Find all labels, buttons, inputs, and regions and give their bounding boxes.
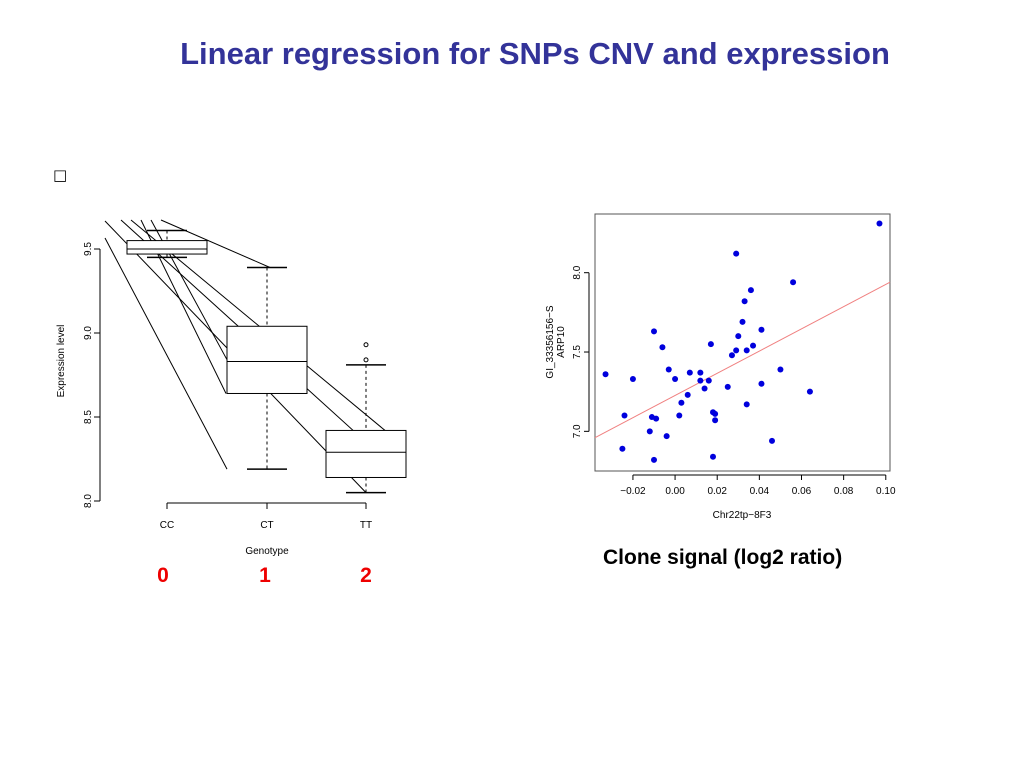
x-tick-label: 0.04 — [750, 486, 770, 497]
data-point — [686, 369, 693, 376]
boxplot-x-axis-label: Genotype — [245, 546, 289, 557]
x-tick-label: CC — [160, 520, 174, 531]
data-point — [602, 371, 609, 378]
y-tick-label: 7.5 — [572, 345, 583, 359]
data-point — [665, 366, 672, 373]
scatter-axes: −0.02 0.00 0.02 0.04 0.06 0.08 0.10 7.0 7.5 8.0 — [572, 265, 896, 497]
regression-line — [594, 281, 891, 439]
data-point — [672, 375, 679, 382]
data-point — [646, 428, 653, 435]
data-point — [651, 328, 657, 335]
scatter-plot-frame — [594, 213, 891, 472]
data-point — [777, 366, 784, 373]
y-tick-label: 8.0 — [83, 494, 94, 508]
x-tick-label: CT — [260, 520, 273, 531]
data-point — [651, 456, 657, 463]
data-point — [629, 375, 636, 382]
data-point — [747, 287, 754, 294]
x-tick-label: 0.02 — [707, 486, 727, 497]
x-tick-label: −0.02 — [620, 486, 646, 497]
data-point — [663, 433, 670, 440]
data-point — [769, 437, 775, 444]
y-tick-label: 8.0 — [572, 265, 583, 279]
data-point — [806, 388, 813, 395]
data-point — [724, 383, 731, 390]
scatter-points — [602, 220, 883, 463]
genotype-code-1: 1 — [259, 564, 271, 587]
x-tick-label: 0.08 — [834, 486, 854, 497]
boxplot-chart: 8.0 8.5 9.0 9.5 CC CT TT Expression level Geno… — [56, 219, 407, 557]
scatter-x-axis-label: Chr22tp−8F3 — [713, 510, 772, 521]
data-point — [743, 401, 750, 408]
data-point — [876, 220, 883, 227]
x-tick-label: TT — [360, 520, 372, 531]
connector-line — [160, 219, 271, 268]
boxplot-y-axis-label: Expression level — [56, 325, 67, 398]
clone-signal-caption: Clone signal (log2 ratio) — [603, 546, 843, 569]
y-tick-label: 9.0 — [83, 326, 94, 340]
outlier-point — [363, 342, 369, 348]
data-point — [653, 415, 660, 422]
data-point — [697, 369, 704, 376]
data-point — [741, 298, 748, 305]
data-point — [758, 326, 765, 333]
y-tick-label: 7.0 — [572, 424, 583, 438]
connector-line — [104, 237, 228, 470]
data-point — [728, 352, 735, 359]
scatter-chart: −0.02 0.00 0.02 0.04 0.06 0.08 0.10 7.0 7.5 8.0 C… — [545, 213, 896, 521]
box-tt — [325, 342, 407, 494]
slide-title: Linear regression for SNPs CNV and expre… — [180, 36, 890, 71]
iqr-box — [226, 325, 308, 394]
y-tick-label: 8.5 — [83, 410, 94, 424]
bullet-icon: □ — [53, 166, 68, 184]
box-ct — [226, 266, 308, 470]
x-tick-label: 0.00 — [665, 486, 685, 497]
data-point — [733, 347, 740, 354]
data-point — [619, 445, 626, 452]
data-point — [733, 250, 740, 257]
outlier-point — [363, 357, 369, 363]
data-point — [743, 347, 750, 354]
y-axis-label-line: ARP10 — [556, 326, 567, 358]
data-point — [758, 380, 765, 387]
boxplot-axes: 8.0 8.5 9.0 9.5 CC CT TT — [83, 242, 372, 531]
x-tick-label: 0.06 — [792, 486, 812, 497]
data-point — [790, 279, 797, 286]
data-point — [697, 377, 704, 384]
data-point — [701, 385, 708, 392]
data-point — [676, 412, 683, 419]
genotype-code-2: 2 — [360, 564, 372, 587]
boxplot-boxes — [126, 229, 407, 494]
data-point — [621, 412, 628, 419]
data-point — [739, 318, 746, 325]
data-point — [684, 391, 691, 398]
data-point — [707, 341, 714, 348]
data-point — [678, 399, 685, 406]
genotype-code-0: 0 — [157, 564, 169, 587]
data-point — [712, 410, 719, 417]
x-tick-label: 0.10 — [876, 486, 896, 497]
data-point — [710, 453, 716, 460]
box-cc — [126, 229, 208, 259]
data-point — [735, 333, 742, 340]
y-axis-label-line: GI_33356156−S — [545, 305, 556, 378]
data-point — [750, 342, 757, 349]
y-tick-label: 9.5 — [83, 242, 94, 256]
data-point — [705, 377, 712, 384]
scatter-y-axis-label: GI_33356156−SARP10 — [545, 305, 567, 378]
connector-line — [130, 219, 386, 431]
iqr-box — [126, 240, 208, 255]
data-point — [659, 344, 666, 351]
iqr-box — [325, 429, 407, 478]
data-point — [712, 417, 719, 424]
